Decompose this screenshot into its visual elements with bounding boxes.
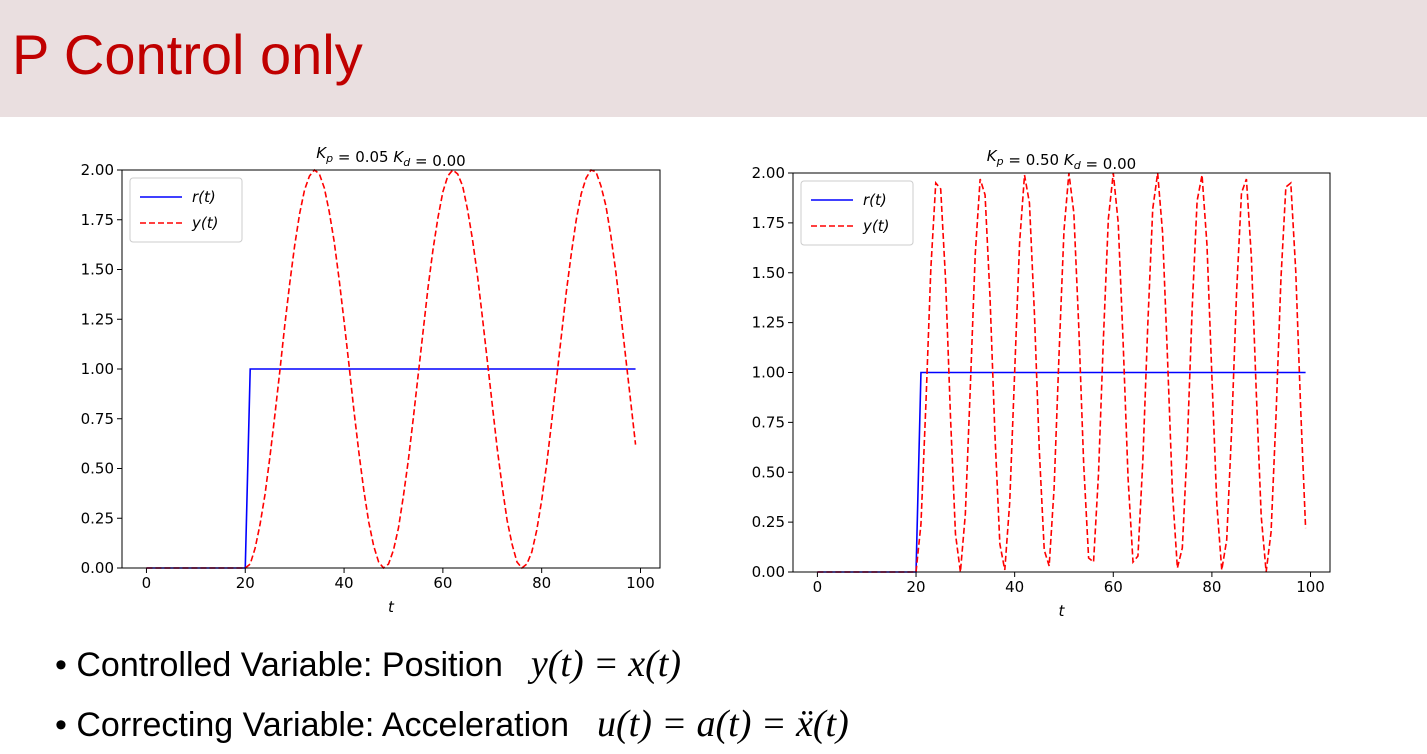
title-part: = 0.00: [1081, 155, 1137, 173]
title-part: K: [316, 144, 327, 162]
legend-box: [800, 180, 914, 246]
x-axis-label: t: [1059, 602, 1066, 620]
y-tick-label: 2.00: [752, 164, 785, 182]
x-tick-label: 60: [433, 574, 452, 592]
chart-title: Kp = 0.50 Kd = 0.00: [987, 147, 1136, 173]
slide-title: P Control only: [12, 23, 363, 86]
title-part: K: [393, 148, 404, 166]
title-subscript: p: [996, 155, 1004, 168]
y-tick-label: 1.25: [752, 314, 785, 332]
legend-label: r(t): [192, 188, 216, 206]
x-tick-label: 100: [626, 574, 655, 592]
y-tick-label: 1.50: [81, 261, 114, 279]
plot: Kp = 0.05 Kd = 0.00 0 20 40 60 80 100 0.00 0.25 0…: [81, 144, 661, 616]
charts: Kp = 0.05 Kd = 0.00 0 20 40 60 80 100 0.00 0.25 0…: [81, 144, 1331, 620]
y-tick-label: 0.50: [752, 463, 785, 481]
title-part: = 0.00: [410, 152, 466, 170]
plot-frame: [792, 172, 1331, 573]
y-tick-label: 0.75: [81, 410, 114, 428]
x-tick-label: 40: [335, 574, 354, 592]
bullet-text: Correcting Variable: Acceleration: [76, 706, 569, 744]
x-tick-label: 40: [1005, 578, 1024, 596]
y-tick-label: 1.00: [752, 364, 785, 382]
y-tick-label: 1.50: [752, 264, 785, 282]
chart-title: Kp = 0.05 Kd = 0.00: [316, 144, 465, 170]
x-tick-label: 20: [906, 578, 925, 596]
y-tick-label: 1.00: [81, 360, 114, 378]
title-part: K: [987, 147, 998, 165]
x-tick-label: 80: [532, 574, 551, 592]
y-tick-label: 0.25: [752, 513, 785, 531]
x-axis-label: t: [388, 598, 395, 616]
legend-label: y(t): [191, 214, 218, 232]
title-part: K: [1064, 151, 1075, 169]
x-tick-label: 80: [1202, 578, 1221, 596]
legend-box: [129, 177, 243, 243]
title-part: = 0.05: [333, 148, 393, 166]
header-band: [0, 0, 1427, 117]
x-tick-label: 0: [813, 578, 823, 596]
title-subscript: d: [1074, 159, 1082, 172]
x-tick-label: 0: [142, 574, 152, 592]
x-tick-label: 60: [1104, 578, 1123, 596]
legend-label: r(t): [863, 191, 887, 209]
plot-frame: [121, 169, 661, 569]
y-tick-label: 0.50: [81, 460, 114, 478]
legend-label: y(t): [862, 217, 889, 235]
x-tick-label: 100: [1296, 578, 1325, 596]
y-tick-label: 1.75: [81, 211, 114, 229]
y-tick-label: 0.25: [81, 509, 114, 527]
y-tick-label: 2.00: [81, 161, 114, 179]
y-tick-label: 0.75: [752, 413, 785, 431]
bullet: • Controlled Variable: Position y(t) = x(…: [55, 643, 681, 685]
bullet: • Correcting Variable: Acceleration u(t) …: [55, 703, 849, 745]
y-tick-label: 0.00: [752, 563, 785, 581]
plot: Kp = 0.50 Kd = 0.00 0 20 40 60 80 100 0.00 0.25 0…: [752, 147, 1331, 620]
y-tick-label: 1.75: [752, 214, 785, 232]
y-tick-label: 1.25: [81, 310, 114, 328]
x-tick-label: 20: [236, 574, 255, 592]
bullet-text: Controlled Variable: Position: [76, 646, 503, 684]
equation: u(t) = a(t) = ẍ(t): [596, 703, 849, 745]
equation: y(t) = x(t): [530, 643, 681, 685]
y-tick-label: 0.00: [81, 559, 114, 577]
title-subscript: d: [403, 156, 411, 169]
title-subscript: p: [325, 152, 333, 165]
title-part: = 0.50: [1004, 151, 1064, 169]
